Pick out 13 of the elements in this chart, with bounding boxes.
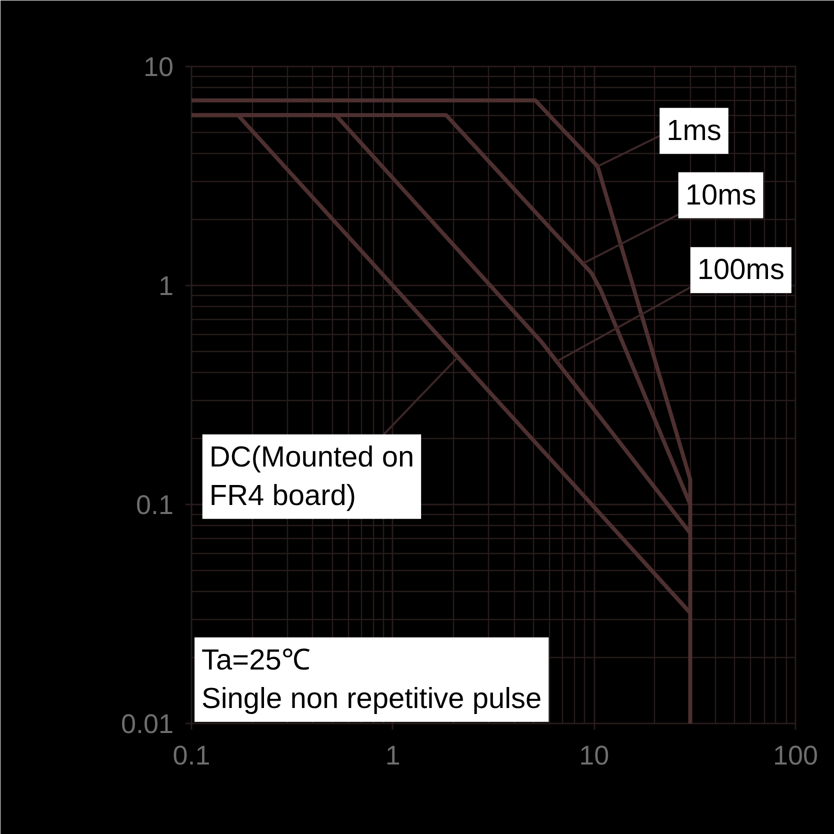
annotation: DC(Mounted on FR4 board) [209, 441, 414, 512]
annotation: 1ms [666, 114, 722, 147]
annotation: Ta=25℃ Single non repetitive pulse [202, 644, 542, 715]
y-tick-label: 0.1 [136, 490, 174, 520]
y-tick-label: 10 [143, 52, 174, 82]
y-tick-label: 1 [158, 271, 174, 301]
x-tick-label: 0.1 [172, 740, 210, 770]
y-tick-label: 0.01 [120, 709, 174, 739]
x-tick-label: 100 [772, 740, 818, 770]
x-tick-label: 10 [579, 740, 610, 770]
annotation: 10ms [685, 179, 756, 212]
x-tick-label: 1 [385, 740, 400, 770]
annotation: 100ms [697, 254, 784, 286]
